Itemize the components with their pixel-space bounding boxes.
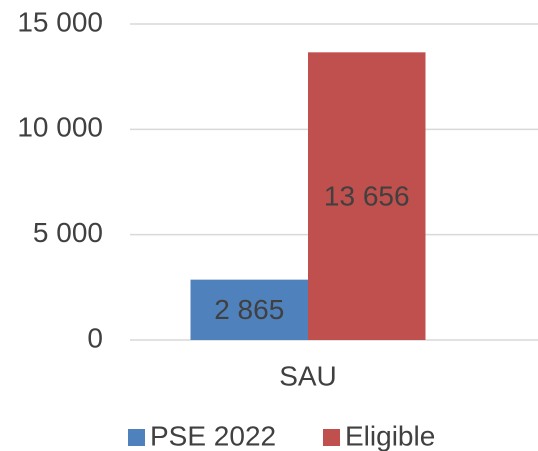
data-label: 13 656	[324, 181, 410, 212]
bar	[308, 52, 426, 340]
bar	[190, 279, 308, 340]
y-tick-label: 5 000	[33, 217, 103, 248]
y-tick-label: 0	[87, 322, 103, 353]
x-tick-label: SAU	[279, 360, 337, 391]
data-label: 2 865	[214, 294, 284, 325]
y-tick-label: 15 000	[17, 6, 103, 37]
legend-swatch	[128, 429, 145, 446]
y-tick-label: 10 000	[17, 112, 103, 143]
legend-label: PSE 2022	[150, 420, 276, 451]
legend-label: Eligible	[345, 420, 435, 451]
legend-swatch	[323, 429, 340, 446]
